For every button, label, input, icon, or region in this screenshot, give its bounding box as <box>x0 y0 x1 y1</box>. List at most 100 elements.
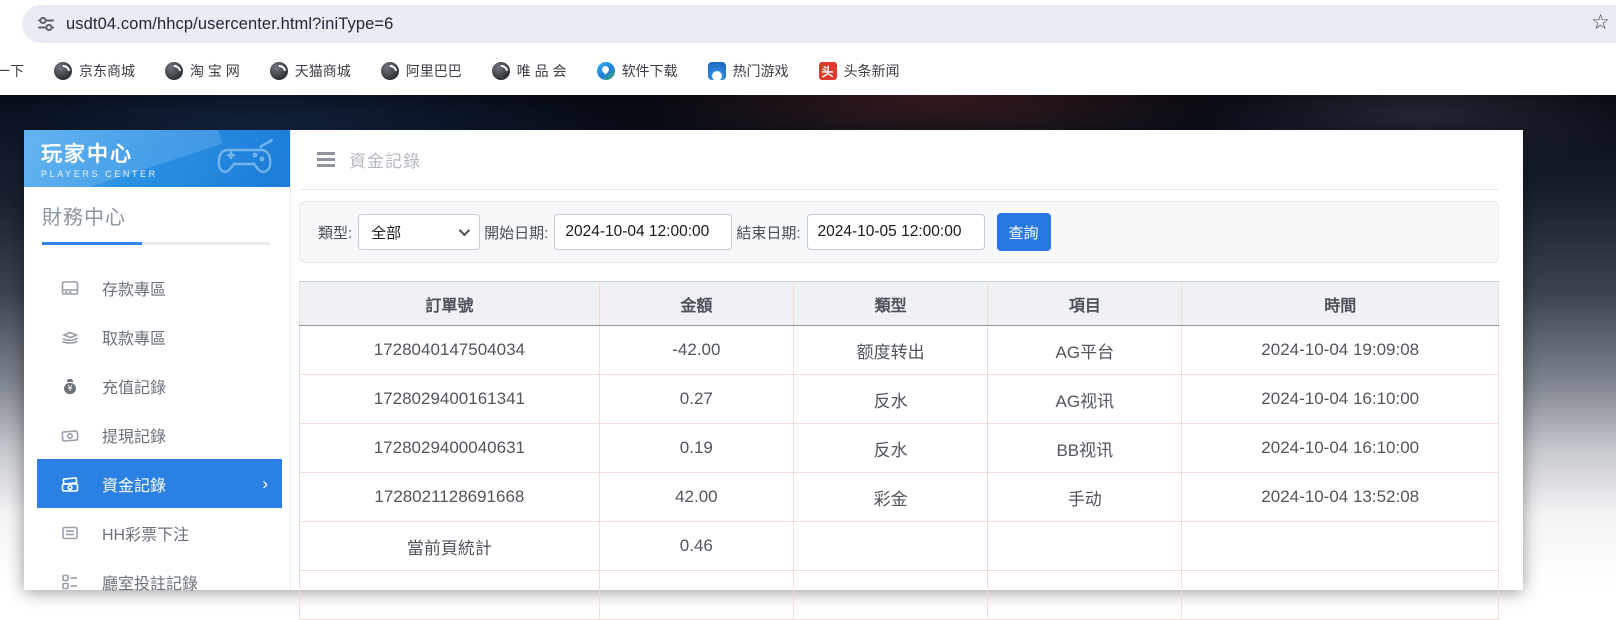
cell-order-no: 1728021128691668 <box>299 472 600 522</box>
cell-time: 2024-10-04 16:10:00 <box>1181 423 1499 473</box>
funds-icon <box>61 476 79 492</box>
type-select-value: 全部 <box>371 224 402 242</box>
sidebar-item-withdraw-record[interactable]: 提現記錄 <box>24 410 290 459</box>
cell-project: AG平台 <box>987 325 1183 375</box>
url-bar[interactable]: usdt04.com/hhcp/usercenter.html?iniType=… <box>22 5 1616 43</box>
sidebar-item-deposit[interactable]: 存款專區 <box>24 263 290 312</box>
bookmark-alibaba[interactable]: 阿里巴巴 <box>380 61 462 81</box>
end-date-input[interactable] <box>806 214 985 250</box>
sidebar-title: 玩家中心 <box>41 143 133 166</box>
search-button[interactable]: 查詢 <box>996 213 1051 251</box>
sidebar-item-room-bet-record[interactable]: 廳室投註記錄 <box>24 557 290 606</box>
gamepad-icon <box>217 138 274 173</box>
bookmark-games[interactable]: 热门游戏 <box>707 61 789 81</box>
type-select[interactable]: 全部 <box>358 214 481 250</box>
cell-project <box>987 521 1183 571</box>
cell-order-no: 1728029400040631 <box>299 423 600 473</box>
start-date-input[interactable] <box>554 214 733 250</box>
sidebar-item-label: 存款專區 <box>102 281 167 299</box>
cell-project: AG视讯 <box>987 374 1183 424</box>
col-project: 項目 <box>987 281 1183 326</box>
globe-icon <box>380 62 399 80</box>
main-header: 資金記錄 <box>299 130 1499 190</box>
chevron-down-icon <box>458 224 471 237</box>
bookmark-vip[interactable]: 唯 品 会 <box>491 61 567 81</box>
cell-amount: 42.00 <box>598 472 794 522</box>
cell-amount: -42.00 <box>598 325 794 375</box>
type-label: 類型: <box>318 224 353 242</box>
col-time: 時間 <box>1181 281 1499 326</box>
sidebar-item-label: 取款專區 <box>102 330 167 348</box>
sidebar: 玩家中心 PLAYERS CENTER 財務中心 存款專區 <box>24 130 291 593</box>
cell-summary-amount: 0.46 <box>598 521 794 571</box>
chevron-right-icon: › <box>262 473 268 493</box>
bookmark-baidu[interactable]: 度一下 <box>0 63 24 79</box>
url-text: usdt04.com/hhcp/usercenter.html?iniType=… <box>66 14 394 33</box>
sidebar-item-recharge-record[interactable]: ¥ 充值記錄 <box>24 361 290 410</box>
globe-icon <box>165 62 183 80</box>
sidebar-section: 財務中心 <box>24 187 290 245</box>
page-background: 玩家中心 PLAYERS CENTER 財務中心 存款專區 <box>0 95 1616 620</box>
cell-summary-label: 當前頁統計 <box>299 521 600 571</box>
browser-toolbar: usdt04.com/hhcp/usercenter.html?iniType=… <box>0 0 1616 47</box>
cell-type: 反水 <box>792 374 989 424</box>
section-underline <box>42 242 270 245</box>
table-row-partial <box>299 570 1499 620</box>
cell-amount: 0.27 <box>598 374 794 424</box>
sidebar-item-funds-record[interactable]: 資金記錄 › <box>37 459 282 508</box>
cell-type: 彩金 <box>792 472 989 522</box>
col-amount: 金額 <box>598 281 794 326</box>
tune-icon[interactable] <box>36 14 56 34</box>
globe-icon <box>269 62 288 80</box>
cell-time: 2024-10-04 13:52:08 <box>1181 472 1499 522</box>
sidebar-item-label: 充值記錄 <box>102 379 167 397</box>
org-chart-icon <box>62 574 77 589</box>
start-date-label: 開始日期: <box>484 224 549 242</box>
hamburger-icon[interactable] <box>317 152 335 167</box>
col-order-no: 訂單號 <box>299 281 600 326</box>
software-icon <box>596 62 615 80</box>
bookmark-jd[interactable]: 京东商城 <box>54 61 135 81</box>
main-content: 資金記錄 類型: 全部 開始日期: 結束日期: 查詢 <box>291 130 1523 620</box>
cell-order-no: 1728029400161341 <box>299 374 600 424</box>
table-row: 1728040147504034 -42.00 额度转出 AG平台 2024-1… <box>299 325 1499 375</box>
bookmark-software[interactable]: 软件下载 <box>596 61 678 81</box>
cell-order-no: 1728040147504034 <box>299 325 600 375</box>
deposit-card-icon <box>61 280 79 295</box>
end-date-label: 結束日期: <box>736 224 801 242</box>
bookmark-toutiao[interactable]: 头 头条新闻 <box>818 61 900 81</box>
sidebar-menu: 存款專區 取款專區 ¥ 充值記錄 <box>24 263 290 606</box>
table-header-row: 訂單號 金額 類型 項目 時間 <box>299 281 1499 326</box>
cell-time <box>1181 521 1499 571</box>
bookmark-taobao[interactable]: 淘 宝 网 <box>165 61 240 81</box>
funds-table: 訂單號 金額 類型 項目 時間 1728040147504034 -42.00 … <box>299 281 1499 620</box>
sidebar-item-hh-lottery-bets[interactable]: HH彩票下注 <box>24 508 290 557</box>
game-icon <box>707 62 726 80</box>
sidebar-item-label: 提現記錄 <box>102 428 167 446</box>
cell-project: BB视讯 <box>987 423 1183 473</box>
page-title: 資金記錄 <box>349 152 421 171</box>
sidebar-item-label: HH彩票下注 <box>102 526 190 544</box>
bookmark-star-icon[interactable]: ☆ <box>1591 11 1610 34</box>
cell-time: 2024-10-04 16:10:00 <box>1181 374 1499 424</box>
sidebar-subtitle: PLAYERS CENTER <box>41 169 158 179</box>
table-row-summary: 當前頁統計 0.46 <box>299 521 1499 571</box>
ticket-list-icon <box>62 526 78 539</box>
wallet-icon <box>61 429 79 442</box>
cell-project: 手动 <box>987 472 1183 522</box>
withdraw-hand-icon <box>61 331 79 344</box>
cell-type: 反水 <box>792 423 989 473</box>
cell-type: 额度转出 <box>792 325 989 375</box>
svg-text:¥: ¥ <box>68 384 73 393</box>
col-type: 類型 <box>792 281 989 326</box>
news-icon: 头 <box>818 62 837 80</box>
cell-time: 2024-10-04 19:09:08 <box>1181 325 1499 375</box>
bookmark-tmall[interactable]: 天猫商城 <box>269 61 351 81</box>
sidebar-section-title: 財務中心 <box>42 207 126 229</box>
globe-icon <box>54 62 72 80</box>
table-row: 1728029400161341 0.27 反水 AG视讯 2024-10-04… <box>299 374 1499 424</box>
sidebar-item-label: 廳室投註記錄 <box>102 575 199 593</box>
cell-amount: 0.19 <box>598 423 794 473</box>
sidebar-item-withdraw[interactable]: 取款專區 <box>24 312 290 361</box>
moneybag-icon: ¥ <box>64 378 76 394</box>
